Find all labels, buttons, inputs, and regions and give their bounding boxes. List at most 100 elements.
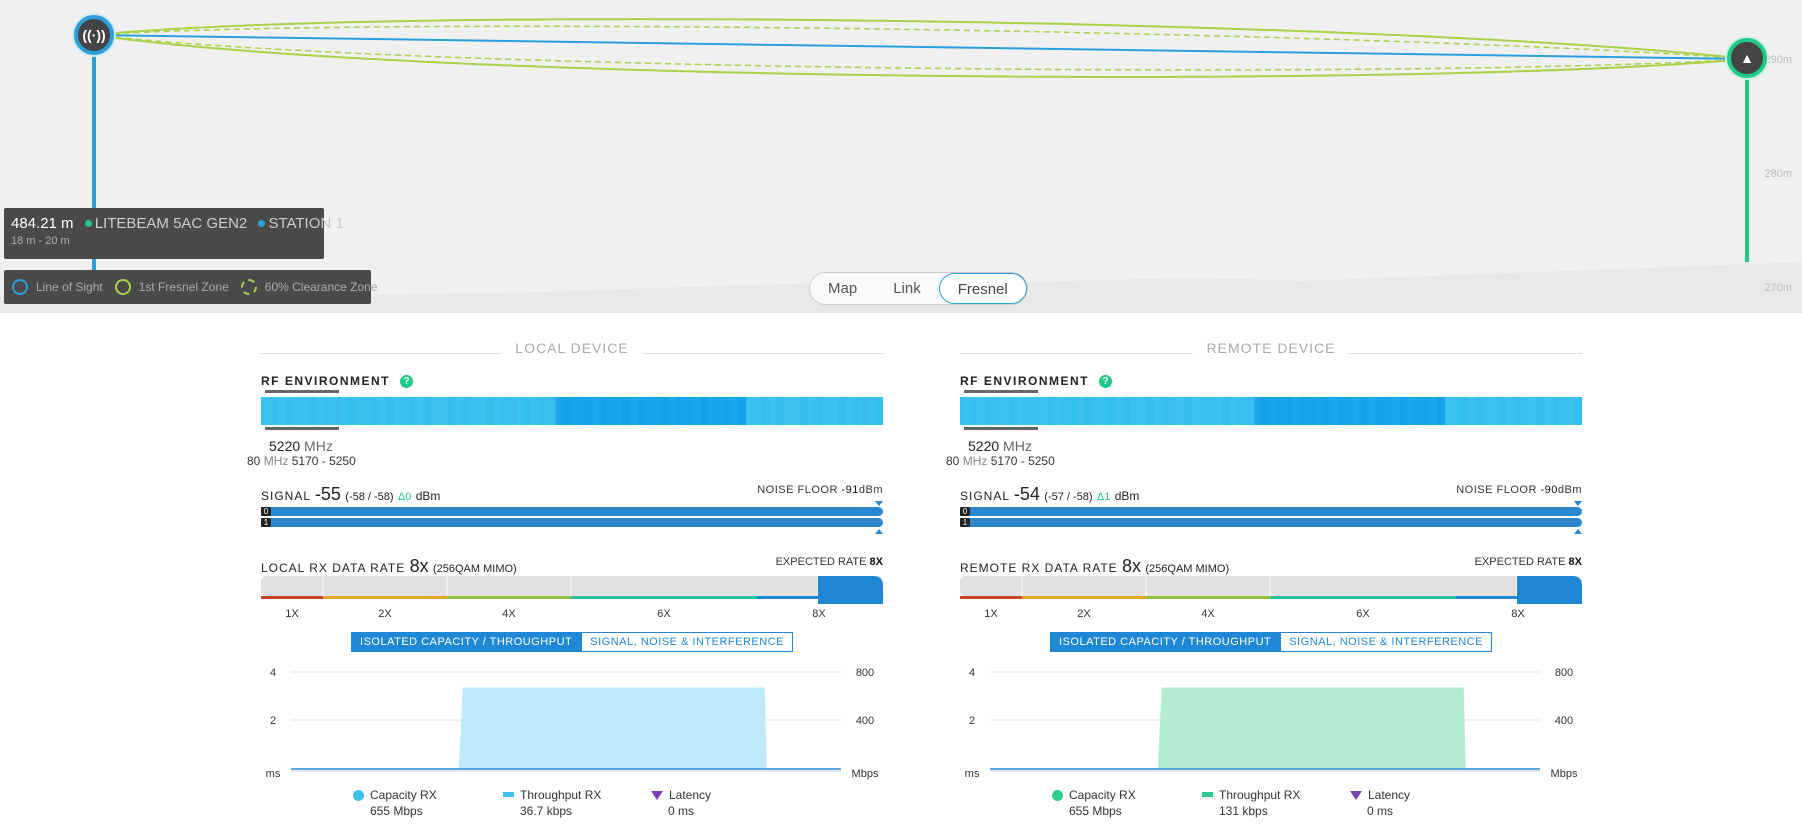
spectrum-bin [1382,397,1388,425]
spectrum-bin [381,397,386,425]
elevation-tick: 280m [1764,168,1792,180]
capacity-chart-plot: 4 800 2 400 ms Mbps [965,667,1578,780]
spectrum-bin [1266,397,1272,425]
spectrum-bin [1428,397,1434,425]
channel-band: 80 MHz 5170 - 5250 [247,454,356,468]
legend-line-of-sight[interactable]: Line of Sight [12,279,103,295]
spectrum-bin [1109,397,1114,425]
spectrum-bin [771,397,776,425]
clearance-zone-icon [240,279,257,295]
tab-fresnel[interactable]: Fresnel [938,273,1027,304]
spectrum-bin [1445,397,1450,425]
spectrum-bin [849,397,855,425]
spectrum-bin [667,397,672,425]
noise-floor-marker-bottom [1574,529,1582,534]
signal-section: SIGNAL -54 (-57 / -58) Δ1 dBm NOISE FLOO… [960,484,1582,546]
chart-legend: Capacity RX 655 Mbps Throughput RX 36.7 … [261,788,883,818]
spectrum-bin [795,397,801,425]
legend-throughput-rx[interactable]: Throughput RX 131 kbps [1202,788,1300,818]
fresnel-zone-icon [114,279,131,295]
spectrum-bin [1283,397,1288,425]
spectrum-bin [845,397,851,425]
spectrum-bin [1279,397,1284,425]
tab-signal-noise-interference[interactable]: SIGNAL, NOISE & INTERFERENCE [1280,632,1492,652]
rf-spectrum[interactable]: 5220 MHz 80 MHz 5170 - 5250 [946,390,1582,468]
spectrum-bin [1117,397,1123,425]
spectrum-bin [984,397,990,425]
spectrum-bin [964,397,969,425]
help-icon[interactable]: ? [1099,374,1112,388]
legend-throughput-rx[interactable]: Throughput RX 36.7 kbps [503,788,601,818]
tab-link[interactable]: Link [893,280,921,297]
spectrum-bin [1374,397,1380,425]
spectrum-bin [1528,397,1533,425]
legend-clearance-zone[interactable]: 60% Clearance Zone [240,279,378,295]
capacity-value: 655 Mbps [370,804,423,818]
rx-data-rate-label: REMOTE RX DATA RATE 8x (256QAM MIMO) [960,556,1229,577]
spectrum-bin [625,397,631,425]
legend-fresnel-zone[interactable]: 1st Fresnel Zone [114,279,229,295]
rate-tick: 6X [1356,608,1370,620]
tab-signal-noise-interference[interactable]: SIGNAL, NOISE & INTERFERENCE [581,632,793,652]
expected-rate: EXPECTED RATE 8X [1475,556,1582,568]
local-device-node[interactable]: ((·)) [74,15,114,55]
panel-title: LOCAL DEVICE [261,340,883,360]
spectrum-bin [509,397,515,425]
rate-meter-fill [818,576,883,596]
spectrum-bin [460,397,465,425]
legend-capacity-rx[interactable]: Capacity RX 655 Mbps [353,788,437,818]
spectrum-bin [1366,397,1371,425]
spectrum-bin [290,397,295,425]
spectrum-bin [989,397,994,425]
spectrum-bin [605,397,610,425]
spectrum-bin [468,397,473,425]
rf-environment-header: RF ENVIRONMENT ? [261,374,883,388]
spectrum-bin [530,397,535,425]
help-icon[interactable]: ? [400,374,413,388]
spectrum-bin [1100,397,1106,425]
spectrum-bin [1341,397,1346,425]
tab-capacity-throughput[interactable]: ISOLATED CAPACITY / THROUGHPUT [1050,632,1281,652]
signal-chain-1-bar: 1 [261,518,883,527]
spectrum-bin [1167,397,1172,425]
rx-data-rate-section: REMOTE RX DATA RATE 8x (256QAM MIMO) EXP… [960,556,1582,620]
spectrum-bin [663,397,668,425]
spectrum-bin [630,397,635,425]
spectrum-bin [489,397,494,425]
spectrum-bin [414,397,419,425]
signal-chain-1-bar: 1 [960,518,1582,527]
spectrum-bin [659,397,664,425]
spectrum-bin [1358,397,1363,425]
spectrum-bin [820,397,826,425]
spectrum-bin [455,397,461,425]
signal-section: SIGNAL -55 (-58 / -58) Δ0 dBm NOISE FLOO… [261,484,883,546]
legend-latency[interactable]: Latency 0 ms [1350,788,1410,818]
legend-latency[interactable]: Latency 0 ms [651,788,711,818]
signal-label: SIGNAL -54 (-57 / -58) Δ1 dBm [960,484,1139,505]
legend-capacity-rx[interactable]: Capacity RX 655 Mbps [1052,788,1136,818]
rate-tick: 8X [1511,608,1525,620]
spectrum-bin [273,397,278,425]
rate-band-4x [447,596,571,599]
spectrum-bin [1171,397,1176,425]
spectrum-bin [1275,397,1280,425]
signal-delta: Δ0 [397,491,412,503]
spectrum-bin [1312,397,1317,425]
spectrum-bin [269,397,274,425]
chain-1-tag: 1 [261,518,271,527]
spectrum-bin [580,397,585,425]
remote-device-node[interactable]: ▲ [1727,38,1767,78]
spectrum-bin [993,397,998,425]
tab-map[interactable]: Map [828,280,858,297]
spectrum-bin [335,397,341,425]
spectrum-bin [1503,397,1508,425]
spectrum-bin [1515,397,1521,425]
spectrum-bin [613,397,618,425]
spectrum-bin [319,397,324,425]
y-tick-left: 2 [270,715,276,727]
spectrum-bin [762,397,768,425]
rf-spectrum[interactable]: 5220 MHz 80 MHz 5170 - 5250 [247,390,883,468]
tab-capacity-throughput[interactable]: ISOLATED CAPACITY / THROUGHPUT [351,632,582,652]
text: REMOTE DEVICE [1192,340,1350,356]
spectrum-bin [464,397,469,425]
